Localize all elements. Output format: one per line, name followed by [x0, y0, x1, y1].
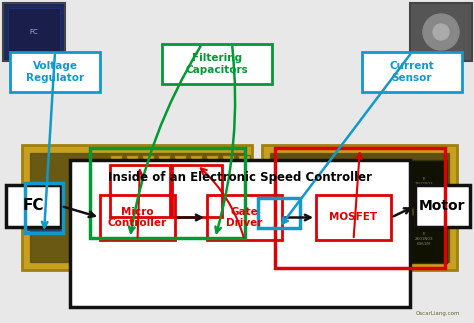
Text: Motor: Motor: [419, 199, 466, 213]
Text: Micro
Controller: Micro Controller: [108, 207, 167, 228]
FancyBboxPatch shape: [158, 155, 170, 173]
Text: FC: FC: [23, 199, 44, 214]
Text: Current
Sensor: Current Sensor: [390, 61, 434, 83]
FancyBboxPatch shape: [30, 153, 244, 262]
FancyBboxPatch shape: [206, 235, 218, 253]
FancyBboxPatch shape: [126, 235, 138, 253]
Text: E
2601N03
6361M: E 2601N03 6361M: [305, 233, 323, 245]
FancyBboxPatch shape: [158, 235, 170, 253]
FancyBboxPatch shape: [347, 215, 392, 263]
Circle shape: [433, 24, 449, 40]
FancyBboxPatch shape: [362, 52, 462, 92]
FancyBboxPatch shape: [174, 235, 186, 253]
Text: OscarLiang.com: OscarLiang.com: [416, 310, 460, 316]
Text: E
2601N03
6361M: E 2601N03 6361M: [360, 233, 378, 245]
FancyBboxPatch shape: [262, 145, 457, 270]
FancyBboxPatch shape: [27, 186, 61, 230]
FancyBboxPatch shape: [110, 155, 122, 173]
FancyBboxPatch shape: [292, 160, 337, 208]
FancyBboxPatch shape: [207, 195, 282, 240]
Text: Inside of an Electronic Speed Controller: Inside of an Electronic Speed Controller: [108, 172, 372, 184]
Text: E
2601N03
6361M: E 2601N03 6361M: [415, 233, 433, 245]
Text: Gate
Driver: Gate Driver: [226, 207, 263, 228]
FancyBboxPatch shape: [110, 235, 122, 253]
FancyBboxPatch shape: [415, 185, 470, 227]
FancyBboxPatch shape: [402, 215, 447, 263]
Circle shape: [423, 14, 459, 50]
FancyBboxPatch shape: [190, 155, 202, 173]
FancyBboxPatch shape: [238, 155, 250, 173]
FancyBboxPatch shape: [410, 3, 472, 61]
FancyBboxPatch shape: [206, 155, 218, 173]
FancyBboxPatch shape: [3, 3, 65, 61]
Text: E
2601N03
6361M: E 2601N03 6361M: [415, 177, 433, 191]
FancyBboxPatch shape: [238, 235, 250, 253]
FancyBboxPatch shape: [292, 215, 337, 263]
FancyBboxPatch shape: [115, 170, 167, 212]
FancyBboxPatch shape: [402, 160, 447, 208]
FancyBboxPatch shape: [222, 235, 234, 253]
FancyBboxPatch shape: [126, 155, 138, 173]
Text: E
2601N03
6361M: E 2601N03 6361M: [305, 177, 323, 191]
FancyBboxPatch shape: [142, 155, 154, 173]
Text: E
2601N03
6361M: E 2601N03 6361M: [360, 177, 378, 191]
Text: FC: FC: [29, 29, 38, 35]
FancyBboxPatch shape: [190, 235, 202, 253]
FancyBboxPatch shape: [142, 235, 154, 253]
FancyBboxPatch shape: [162, 44, 272, 84]
FancyBboxPatch shape: [22, 145, 252, 270]
Text: MOSFET: MOSFET: [329, 213, 378, 223]
FancyBboxPatch shape: [174, 155, 186, 173]
FancyBboxPatch shape: [316, 195, 391, 240]
FancyBboxPatch shape: [222, 155, 234, 173]
FancyBboxPatch shape: [6, 185, 61, 227]
FancyBboxPatch shape: [347, 160, 392, 208]
FancyBboxPatch shape: [8, 8, 60, 56]
Text: Voltage
Regulator: Voltage Regulator: [26, 61, 84, 83]
FancyBboxPatch shape: [100, 195, 175, 240]
FancyBboxPatch shape: [10, 52, 100, 92]
FancyBboxPatch shape: [175, 170, 217, 212]
Text: Filtering
Capacitors: Filtering Capacitors: [186, 53, 248, 75]
FancyBboxPatch shape: [270, 153, 449, 262]
FancyBboxPatch shape: [70, 160, 410, 307]
